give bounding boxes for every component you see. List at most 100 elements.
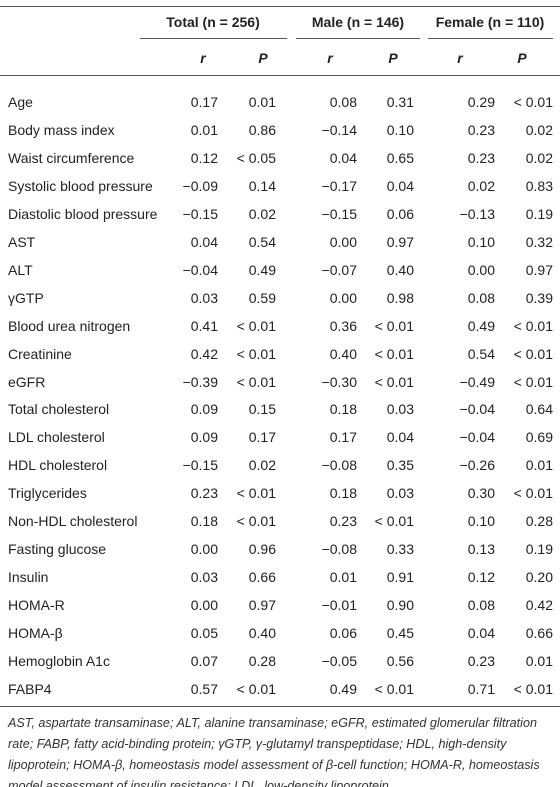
cell: 0.19 (525, 541, 553, 558)
cell: −0.05 (321, 653, 357, 669)
row-label: LDL cholesterol (8, 429, 105, 446)
row-label: Hemoglobin A1c (8, 653, 110, 669)
cell: 0.13 (467, 541, 495, 558)
cell: < 0.01 (374, 373, 414, 390)
cell: 0.00 (467, 261, 495, 278)
cell: 0.31 (386, 94, 414, 110)
cell: 0.10 (467, 233, 495, 250)
row-label: FABP4 (8, 680, 52, 697)
cell: 0.04 (467, 625, 495, 642)
cell: −0.01 (321, 597, 357, 614)
cell: 0.02 (525, 149, 553, 166)
cell: 0.06 (329, 625, 357, 642)
cell: 0.02 (248, 457, 276, 474)
cell: < 0.01 (513, 680, 553, 697)
cell: 0.04 (190, 233, 218, 250)
row-label: Systolic blood pressure (8, 177, 153, 194)
cell: 0.71 (467, 680, 495, 697)
cell: < 0.01 (374, 345, 414, 362)
row-label: Triglycerides (8, 485, 87, 502)
cell: 0.96 (248, 541, 276, 558)
cell: 0.36 (329, 317, 357, 334)
cell: 0.39 (525, 289, 553, 306)
cell: 0.04 (386, 177, 414, 194)
row-label: Fasting glucose (8, 541, 107, 558)
cell: < 0.01 (513, 485, 553, 502)
cell: 0.42 (525, 597, 553, 614)
cell: < 0.01 (513, 317, 553, 334)
row-label: Blood urea nitrogen (8, 317, 131, 334)
cell: 0.18 (190, 513, 218, 530)
row-label: Total cholesterol (8, 401, 110, 418)
cell: 0.65 (386, 149, 414, 166)
cell: 0.12 (467, 569, 495, 586)
cell: 0.08 (467, 597, 495, 614)
group-header: Total (n = 256) (166, 14, 260, 30)
cell: 0.90 (386, 597, 414, 614)
column-header: P (388, 50, 398, 66)
cell: 0.54 (248, 233, 276, 250)
cell: −0.30 (321, 373, 357, 390)
group-header: Female (n = 110) (435, 14, 545, 30)
cell: 0.10 (386, 121, 414, 138)
cell: −0.04 (459, 429, 495, 446)
cell: 0.86 (248, 121, 276, 138)
cell: 0.28 (525, 513, 553, 530)
cell: 0.14 (248, 177, 276, 194)
cell: 0.69 (525, 429, 553, 446)
cell: −0.15 (182, 457, 218, 474)
cell: < 0.01 (374, 680, 414, 697)
cell: < 0.01 (236, 513, 276, 530)
cell: < 0.01 (236, 485, 276, 502)
cell: −0.15 (182, 205, 218, 222)
bottom-rule (0, 706, 560, 707)
cell: 0.66 (248, 569, 276, 586)
row-label: ALT (8, 261, 33, 278)
cell: 0.91 (386, 569, 414, 586)
cell: 0.10 (467, 513, 495, 530)
cell: 0.98 (386, 289, 414, 306)
cell: 0.20 (525, 569, 553, 586)
cell: 0.40 (329, 345, 357, 362)
cell: 0.41 (190, 317, 218, 334)
cell: 0.19 (525, 205, 553, 222)
cell: < 0.01 (513, 94, 553, 110)
cell: 0.23 (467, 149, 495, 166)
cell: < 0.01 (236, 373, 276, 390)
cell: 0.02 (467, 177, 495, 194)
top-rule (0, 6, 560, 7)
cell: 0.01 (525, 653, 553, 669)
row-label: Waist circumference (8, 149, 135, 166)
cell: 0.01 (248, 94, 276, 110)
cell: 0.08 (329, 94, 357, 110)
cell: 0.45 (386, 625, 414, 642)
cell: 0.02 (248, 205, 276, 222)
cell: 0.23 (467, 121, 495, 138)
cell: 0.32 (525, 233, 553, 250)
cell: 0.49 (467, 317, 495, 334)
row-label: Diastolic blood pressure (8, 205, 158, 222)
column-header: r (327, 50, 333, 66)
column-header: r (200, 50, 206, 66)
cell: 0.05 (190, 625, 218, 642)
cell: < 0.01 (236, 345, 276, 362)
row-label: HOMA-β (8, 625, 63, 642)
cell: < 0.01 (236, 317, 276, 334)
row-label: γGTP (8, 289, 44, 306)
cell: 0.35 (386, 457, 414, 474)
cell: 0.33 (386, 541, 414, 558)
cell: 0.02 (525, 121, 553, 138)
cell: 0.07 (190, 653, 218, 669)
cell: 0.64 (525, 401, 553, 418)
row-label: Body mass index (8, 121, 115, 138)
row-label: HDL cholesterol (8, 457, 108, 474)
cell: 0.97 (525, 261, 553, 278)
cell: < 0.01 (374, 513, 414, 530)
cell: 0.04 (329, 149, 357, 166)
cell: 0.18 (329, 401, 357, 418)
cell: −0.08 (321, 457, 357, 474)
cell: 0.66 (525, 625, 553, 642)
cell: < 0.01 (374, 317, 414, 334)
cell: −0.07 (321, 261, 357, 278)
cell: 0.15 (248, 401, 276, 418)
